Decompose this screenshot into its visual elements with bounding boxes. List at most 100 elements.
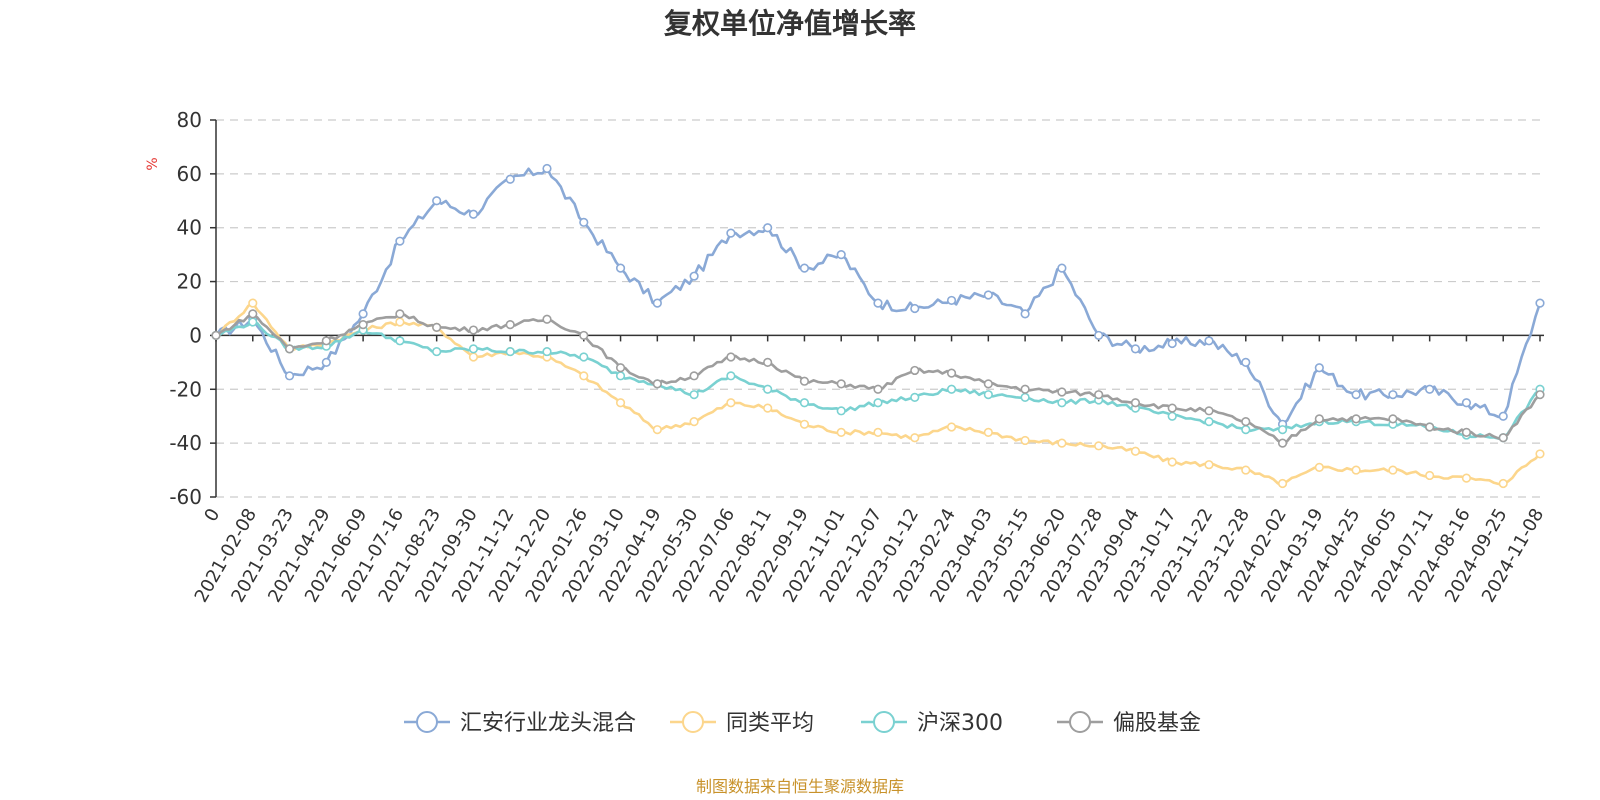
series-point <box>873 427 883 437</box>
y-tick-label: -60 <box>169 485 202 509</box>
series-point <box>1167 457 1177 467</box>
series-point <box>836 379 846 389</box>
series-point <box>211 330 221 341</box>
series-point <box>652 425 662 435</box>
legend-label: 偏股基金 <box>1113 711 1201 736</box>
series-point <box>799 376 810 386</box>
series-point <box>946 295 957 306</box>
series-point <box>726 228 736 238</box>
series-point <box>1314 462 1324 472</box>
legend-swatch-marker <box>873 711 895 733</box>
series-point <box>1388 414 1398 424</box>
series-point <box>946 422 957 432</box>
series-point <box>615 398 626 408</box>
series-point <box>1057 263 1067 273</box>
series-point <box>1241 417 1251 427</box>
series-point <box>1020 435 1030 446</box>
series-point <box>1094 441 1104 451</box>
series-point <box>1057 398 1067 408</box>
series-point <box>689 417 699 427</box>
series-point <box>248 317 258 327</box>
series-point <box>1535 449 1545 459</box>
series-point <box>1498 478 1508 489</box>
series-point <box>1461 427 1472 437</box>
series-point <box>799 263 810 273</box>
y-tick-label: 40 <box>177 216 202 240</box>
series-point <box>615 263 626 273</box>
series-point <box>1130 344 1141 354</box>
series-point <box>358 309 368 319</box>
series-point <box>1057 387 1067 397</box>
series-point <box>652 379 662 389</box>
series-point <box>726 371 736 381</box>
series-point <box>1351 465 1361 475</box>
legend-item[interactable]: 偏股基金 <box>1057 711 1201 736</box>
series-point <box>542 163 552 174</box>
series-point <box>1351 390 1361 400</box>
series-point <box>1277 425 1288 435</box>
series-point <box>542 314 552 324</box>
series-point <box>1314 414 1324 424</box>
series-point <box>1241 425 1251 435</box>
series-point <box>1130 398 1141 408</box>
series-point <box>1241 357 1251 367</box>
series-point <box>358 320 368 330</box>
series-point <box>799 419 810 429</box>
series-point <box>873 384 883 394</box>
legend-item[interactable]: 沪深300 <box>861 711 1003 736</box>
series-point <box>1057 438 1067 448</box>
series-point <box>910 303 920 314</box>
series-point <box>395 236 405 246</box>
series-point <box>836 427 846 437</box>
y-tick-label: 0 <box>189 323 202 347</box>
series-point <box>1535 390 1545 400</box>
series-point <box>689 371 699 381</box>
series-point <box>1314 363 1324 373</box>
series-point <box>689 390 699 400</box>
series-point <box>983 290 993 300</box>
series-point <box>542 346 552 357</box>
grid-lines <box>216 119 1540 498</box>
series-point <box>248 309 258 319</box>
series-point <box>505 174 515 184</box>
series-point <box>983 390 993 400</box>
series-point <box>432 346 442 357</box>
series-point <box>1388 465 1398 475</box>
x-tick-label: 0 <box>200 505 224 525</box>
series-point <box>579 352 589 362</box>
series-point <box>432 196 442 206</box>
series-point <box>1241 465 1251 475</box>
series-point <box>799 398 810 408</box>
series-point <box>1277 438 1288 448</box>
series-group <box>211 163 1545 429</box>
series-point <box>689 271 699 281</box>
series-point <box>836 250 846 260</box>
series-point <box>615 363 626 373</box>
series-point <box>468 344 479 354</box>
series-point <box>284 344 295 354</box>
series-point <box>1425 422 1435 432</box>
source-note: 制图数据来自恒生聚源数据库 <box>696 777 904 796</box>
series-point <box>579 217 589 227</box>
series-point <box>836 406 846 416</box>
legend-item[interactable]: 汇安行业龙头混合 <box>404 711 636 736</box>
series-point <box>1351 414 1361 424</box>
series-point <box>505 346 515 357</box>
y-tick-label: -20 <box>169 377 202 401</box>
series-point <box>1167 338 1177 349</box>
series-point <box>1020 309 1030 319</box>
series-line <box>215 312 1541 445</box>
y-axis-unit-label: % <box>145 157 161 170</box>
series-point <box>468 352 479 362</box>
series-point <box>1498 411 1508 421</box>
series-point <box>910 433 920 443</box>
series-point <box>395 309 405 319</box>
legend-label: 同类平均 <box>726 711 814 736</box>
series-point <box>726 352 736 362</box>
legend-item[interactable]: 同类平均 <box>670 711 814 736</box>
series-point <box>873 298 883 308</box>
legend-label: 汇安行业龙头混合 <box>460 711 636 736</box>
series-point <box>1425 470 1435 481</box>
series-point <box>910 365 920 376</box>
series-point <box>321 357 331 367</box>
